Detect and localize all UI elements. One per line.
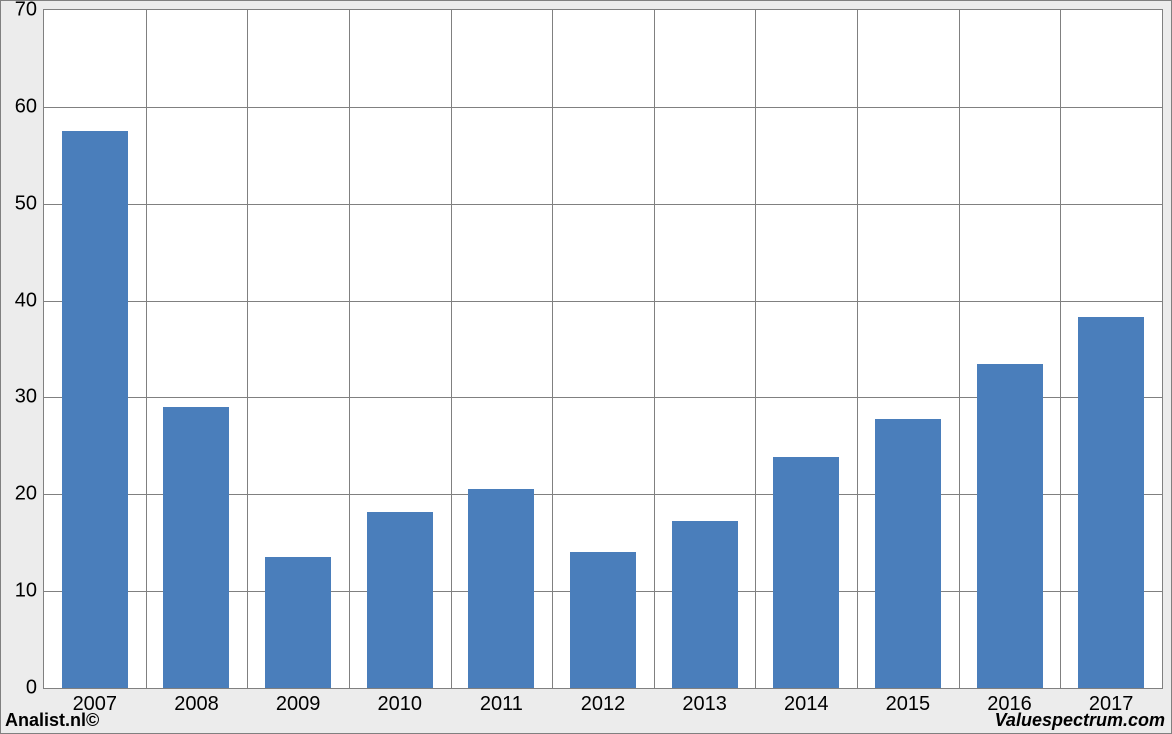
h-gridline: [44, 107, 1162, 108]
v-gridline: [451, 10, 452, 688]
y-tick-label: 50: [7, 192, 37, 215]
v-gridline: [552, 10, 553, 688]
bar: [875, 419, 941, 688]
x-tick-label: 2009: [276, 693, 321, 716]
h-gridline: [44, 204, 1162, 205]
y-tick-label: 30: [7, 386, 37, 409]
bar: [672, 521, 738, 688]
v-gridline: [1060, 10, 1061, 688]
plot-area: [43, 9, 1163, 689]
y-tick-label: 60: [7, 95, 37, 118]
credit-left: Analist.nl©: [5, 710, 99, 731]
x-tick-label: 2015: [886, 693, 931, 716]
y-tick-label: 10: [7, 580, 37, 603]
chart-container: 010203040506070 200720082009201020112012…: [0, 0, 1172, 734]
bar: [773, 457, 839, 688]
bar: [468, 489, 534, 688]
bar: [367, 512, 433, 688]
bar: [570, 552, 636, 688]
bar: [265, 557, 331, 688]
y-tick-label: 20: [7, 483, 37, 506]
v-gridline: [654, 10, 655, 688]
x-tick-label: 2008: [174, 693, 219, 716]
v-gridline: [857, 10, 858, 688]
bar: [62, 131, 128, 688]
bar: [163, 407, 229, 688]
bar: [977, 364, 1043, 688]
x-tick-label: 2012: [581, 693, 626, 716]
x-tick-label: 2011: [480, 693, 523, 716]
credit-right: Valuespectrum.com: [995, 710, 1165, 731]
bar: [1078, 317, 1144, 688]
y-tick-label: 70: [7, 0, 37, 22]
h-gridline: [44, 301, 1162, 302]
x-tick-label: 2014: [784, 693, 829, 716]
x-tick-label: 2013: [682, 693, 727, 716]
v-gridline: [959, 10, 960, 688]
y-tick-label: 40: [7, 289, 37, 312]
y-tick-label: 0: [7, 677, 37, 700]
v-gridline: [247, 10, 248, 688]
v-gridline: [146, 10, 147, 688]
x-tick-label: 2010: [377, 693, 422, 716]
v-gridline: [349, 10, 350, 688]
v-gridline: [755, 10, 756, 688]
